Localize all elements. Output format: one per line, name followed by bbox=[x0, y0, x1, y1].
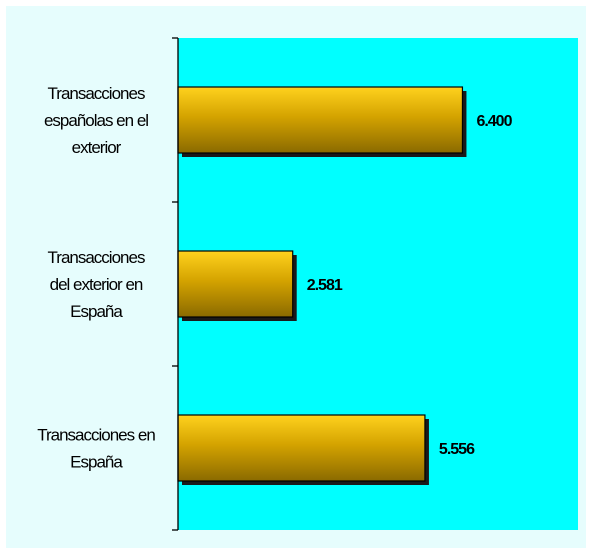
bar bbox=[177, 86, 464, 154]
category-label-line: España bbox=[70, 302, 123, 321]
bar-group bbox=[177, 86, 467, 157]
category-label-line: Transacciones en bbox=[37, 426, 155, 445]
bar-group bbox=[177, 250, 297, 321]
category-label-line: Transacciones bbox=[48, 84, 145, 103]
category-label: Transacciones españolas en el exterior bbox=[44, 84, 148, 157]
category-label-line: exterior bbox=[72, 138, 122, 157]
bar bbox=[177, 250, 294, 318]
bar-group bbox=[177, 414, 429, 485]
category-label-line: Transacciones bbox=[48, 248, 145, 267]
category-label: Transacciones del exterior en España bbox=[48, 248, 145, 321]
value-label: 2.581 bbox=[307, 277, 343, 294]
category-label-line: españolas en el bbox=[44, 111, 148, 130]
value-label: 5.556 bbox=[439, 441, 475, 458]
category-label: Transacciones en España bbox=[37, 426, 155, 472]
category-label-line: España bbox=[70, 453, 123, 472]
category-label-line: del exterior en bbox=[50, 275, 143, 294]
bar bbox=[177, 414, 426, 482]
value-label: 6.400 bbox=[476, 113, 512, 130]
